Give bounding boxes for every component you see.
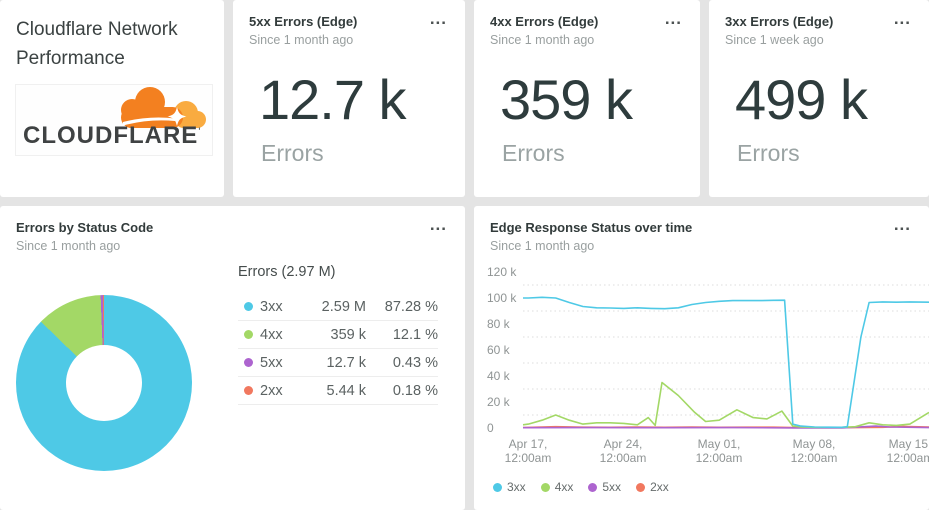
widget-timerange: Since 1 month ago [249, 33, 354, 47]
pie-legend-row-3xx[interactable]: 3xx 2.59 M 87.28 % [238, 293, 438, 321]
legend-item-2xx[interactable]: 2xx [636, 480, 669, 494]
widget-header: Errors by Status Code Since 1 month ago [16, 220, 425, 253]
y-axis-tick: 60 k [487, 343, 510, 357]
x-axis-tick: Apr 17, 12:00am [504, 437, 552, 465]
series-color-dot [540, 482, 550, 492]
trademark-mark: ' [198, 126, 202, 136]
y-axis-tick: 100 k [487, 291, 517, 305]
x-axis-tick: Apr 24, 12:00am [599, 437, 647, 465]
donut-chart[interactable] [16, 295, 192, 471]
widget-menu-icon[interactable]: ... [893, 215, 911, 234]
errors-by-status-code-widget: Errors by Status Code Since 1 month ago … [0, 206, 465, 510]
series-label: 2xx [260, 382, 283, 399]
series-color-dot [244, 302, 253, 311]
y-axis-tick: 80 k [487, 317, 510, 331]
stat-value: 499 k [735, 68, 868, 131]
y-axis-tick: 20 k [487, 395, 510, 409]
pie-legend-row-2xx[interactable]: 2xx 5.44 k 0.18 % [238, 377, 438, 405]
x-axis-tick: May 01, 12:00am [695, 437, 743, 465]
widget-menu-icon[interactable]: ... [429, 215, 447, 234]
series-color-dot [636, 482, 646, 492]
series-label: 4xx [260, 326, 283, 343]
widget-header: Edge Response Status over time Since 1 m… [490, 220, 889, 253]
series-color-dot [588, 482, 598, 492]
stat-unit-label: Errors [261, 140, 324, 166]
cloudflare-logo: CLOUDFLARE' [15, 84, 213, 156]
x-axis-tick: May 08, 12:00am [790, 437, 838, 465]
legend-label: 2xx [650, 480, 669, 494]
pie-legend-row-4xx[interactable]: 4xx 359 k 12.1 % [238, 321, 438, 349]
series-color-dot [244, 358, 253, 367]
widget-title: Edge Response Status over time [490, 220, 693, 235]
x-axis-tick: May 15, 12:00am [886, 437, 929, 465]
widget-header: 3xx Errors (Edge) Since 1 week ago [725, 14, 889, 47]
widget-title: Errors by Status Code [16, 220, 154, 235]
series-percent: 0.43 % [392, 354, 438, 371]
series-color-dot [244, 386, 253, 395]
y-axis-tick: 0 [487, 421, 494, 435]
series-value: 359 k [330, 326, 366, 343]
stat-value: 359 k [500, 68, 633, 131]
widget-menu-icon[interactable]: ... [893, 9, 911, 28]
billboard-5xx-errors: 5xx Errors (Edge) Since 1 month ago ... … [233, 0, 465, 197]
cloudflare-cloud-icon [121, 87, 206, 128]
legend-item-3xx[interactable]: 3xx [493, 480, 526, 494]
widget-menu-icon[interactable]: ... [664, 9, 682, 28]
widget-timerange: Since 1 month ago [490, 239, 595, 253]
line-chart-svg[interactable] [522, 272, 929, 434]
widget-title: 4xx Errors (Edge) [490, 14, 599, 29]
y-axis-tick: 40 k [487, 369, 510, 383]
legend-item-5xx[interactable]: 5xx [588, 480, 621, 494]
legend-label: 4xx [554, 480, 574, 494]
edge-response-status-widget: Edge Response Status over time Since 1 m… [474, 206, 929, 510]
pie-legend-table: Errors (2.97 M) 3xx 2.59 M 87.28 % 4xx 3… [238, 264, 438, 405]
series-label: 5xx [260, 354, 283, 371]
stat-value: 12.7 k [259, 68, 407, 131]
widget-timerange: Since 1 month ago [490, 33, 595, 47]
billboard-4xx-errors: 4xx Errors (Edge) Since 1 month ago ... … [474, 0, 700, 197]
legend-item-4xx[interactable]: 4xx [540, 480, 574, 494]
series-value: 5.44 k [326, 382, 367, 399]
widget-title: 3xx Errors (Edge) [725, 14, 834, 29]
pie-legend-header: Errors (2.97 M) [238, 264, 336, 280]
series-percent: 0.18 % [392, 382, 438, 399]
widget-header: 4xx Errors (Edge) Since 1 month ago [490, 14, 660, 47]
dashboard-title-card: Cloudflare Network Performance CLOUDFLAR… [0, 0, 224, 197]
widget-header: 5xx Errors (Edge) Since 1 month ago [249, 14, 425, 47]
series-percent: 12.1 % [392, 326, 438, 343]
stat-unit-label: Errors [502, 140, 565, 166]
series-value: 12.7 k [326, 354, 367, 371]
series-percent: 87.28 % [384, 298, 438, 315]
cloudflare-wordmark: CLOUDFLARE' [23, 122, 202, 149]
series-value: 2.59 M [321, 298, 366, 315]
legend-label: 5xx [602, 480, 622, 494]
line-chart-legend: 3xx 4xx 5xx 2xx [493, 480, 684, 494]
series-color-dot [493, 482, 502, 492]
widget-title: 5xx Errors (Edge) [249, 14, 358, 29]
page-title: Cloudflare Network Performance [16, 19, 178, 69]
widget-timerange: Since 1 week ago [725, 33, 824, 47]
y-axis-tick: 120 k [487, 265, 517, 279]
series-label: 3xx [260, 298, 283, 315]
series-color-dot [244, 330, 253, 339]
stat-unit-label: Errors [737, 140, 800, 166]
widget-menu-icon[interactable]: ... [429, 9, 447, 28]
pie-legend-row-5xx[interactable]: 5xx 12.7 k 0.43 % [238, 349, 438, 377]
widget-timerange: Since 1 month ago [16, 239, 121, 253]
legend-label: 3xx [507, 480, 526, 494]
billboard-3xx-errors: 3xx Errors (Edge) Since 1 week ago ... 4… [709, 0, 929, 197]
